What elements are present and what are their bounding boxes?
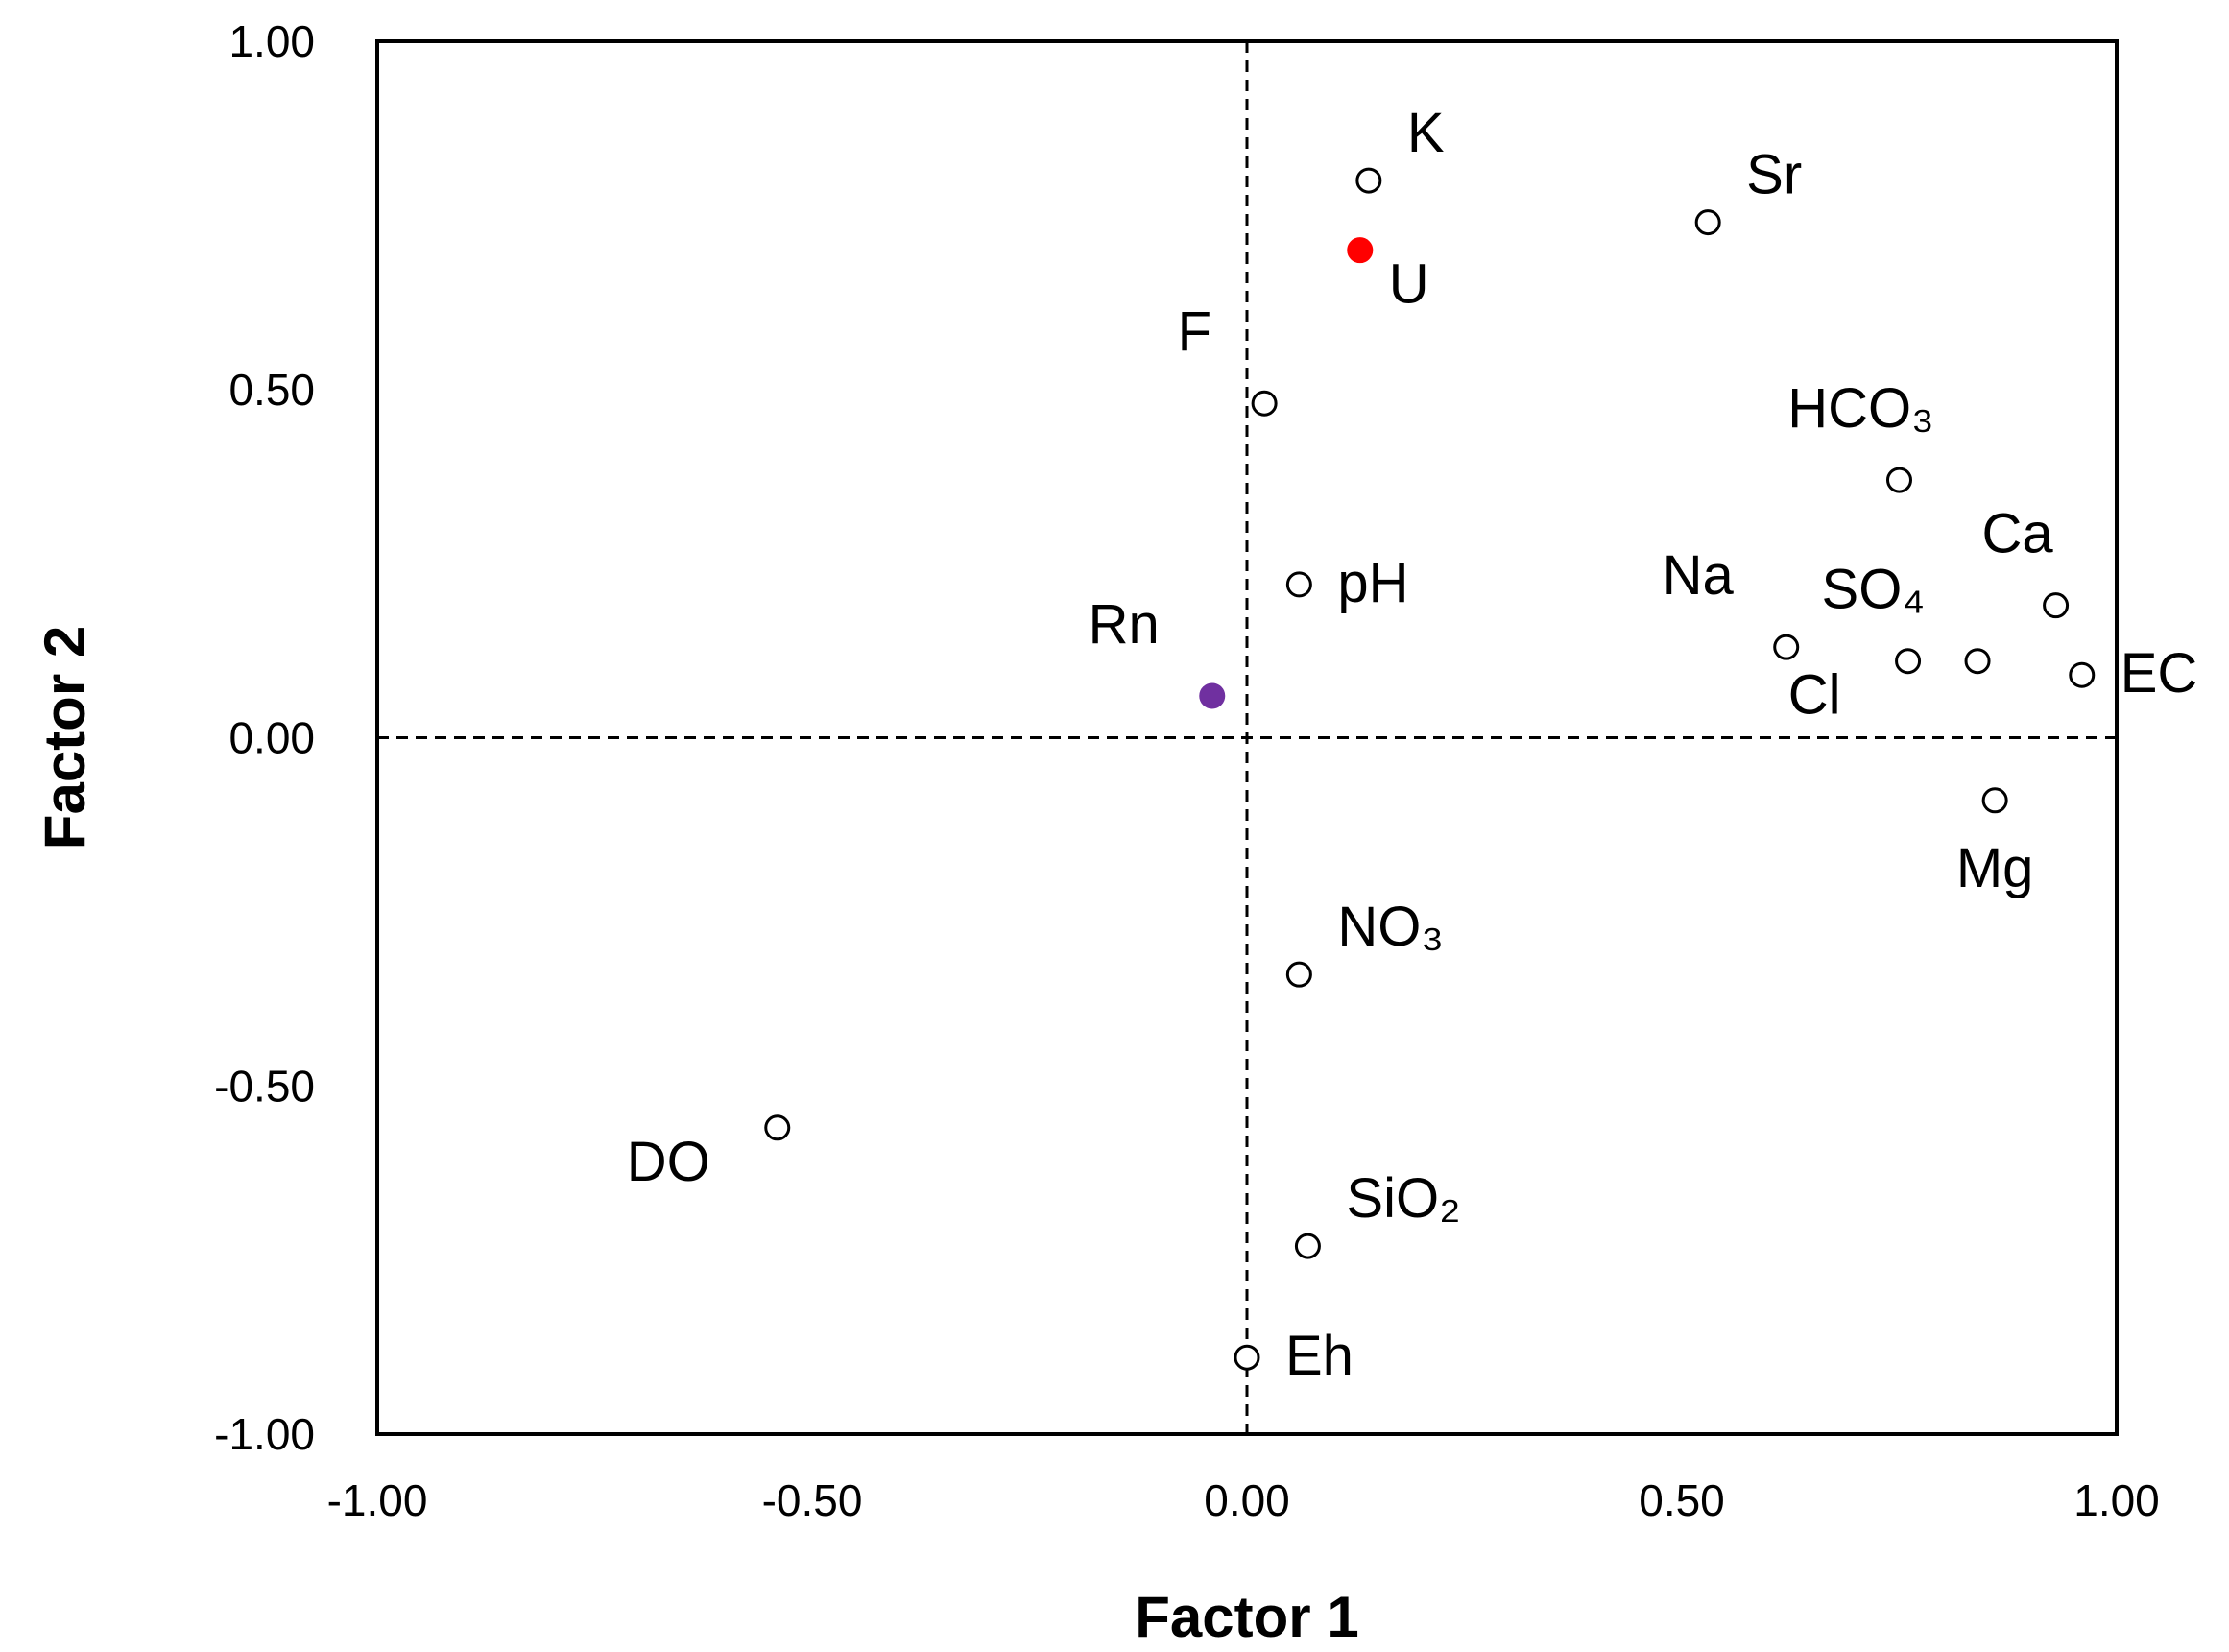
point-label: Rn — [1089, 593, 1160, 656]
point-label: EC — [2121, 642, 2198, 705]
data-point — [1285, 571, 1312, 598]
point-label: Na — [1663, 544, 1735, 607]
data-point — [1199, 682, 1226, 709]
data-point — [1285, 961, 1312, 988]
x-tick-label: 0.50 — [1639, 1475, 1725, 1525]
point-label: Cl — [1788, 664, 1841, 727]
y-axis-title: Factor 2 — [33, 626, 97, 850]
data-point — [1234, 1344, 1260, 1371]
data-point — [1773, 634, 1800, 660]
data-point — [1355, 167, 1382, 194]
x-tick-label: -0.50 — [762, 1475, 863, 1525]
point-label: SO₄ — [1822, 559, 1925, 621]
data-point — [1886, 467, 1912, 493]
data-point — [1895, 648, 1922, 675]
data-point — [1981, 787, 2008, 814]
y-axis-tick-labels: -1.00 -0.50 0.00 0.50 1.00 — [214, 16, 315, 1459]
data-point — [1294, 1233, 1321, 1259]
point-label: Ca — [1982, 503, 2054, 565]
y-tick-label: 0.00 — [228, 713, 315, 763]
point-label: U — [1389, 253, 1429, 316]
point-label: DO — [627, 1131, 710, 1193]
x-tick-label: -1.00 — [327, 1475, 428, 1525]
point-label: pH — [1337, 552, 1408, 614]
data-point — [2043, 592, 2070, 619]
data-point — [764, 1114, 791, 1141]
data-points — [764, 167, 2096, 1371]
point-label: NO₃ — [1337, 896, 1444, 958]
point-label: K — [1407, 102, 1445, 164]
point-label: SiO₂ — [1346, 1167, 1460, 1230]
x-tick-label: 1.00 — [2073, 1475, 2160, 1525]
data-point — [1964, 648, 1991, 675]
x-axis-tick-labels: -1.00 -0.50 0.00 0.50 1.00 — [327, 1475, 2160, 1525]
x-axis-title: Factor 1 — [1135, 1585, 1358, 1649]
y-tick-label: 1.00 — [228, 16, 315, 66]
point-label: Sr — [1746, 144, 1802, 206]
point-labels: K U Sr F HCO₃ Ca pH Na SO₄ Cl EC Rn Mg NO₃ DO SiO₂ Eh — [627, 102, 2198, 1387]
data-point — [1694, 209, 1721, 236]
point-label: Eh — [1285, 1325, 1354, 1387]
data-point — [1251, 390, 1278, 417]
reference-lines — [377, 41, 2117, 1434]
data-point — [2069, 661, 2096, 688]
y-tick-label: -0.50 — [214, 1061, 315, 1111]
point-label: HCO₃ — [1787, 377, 1934, 440]
data-point — [1347, 237, 1374, 264]
point-label: Mg — [1956, 837, 2034, 899]
point-label: F — [1178, 300, 1211, 363]
y-tick-label: 0.50 — [228, 365, 315, 415]
plot-area-frame — [375, 39, 2119, 1436]
x-tick-label: 0.00 — [1204, 1475, 1290, 1525]
y-tick-label: -1.00 — [214, 1409, 315, 1459]
